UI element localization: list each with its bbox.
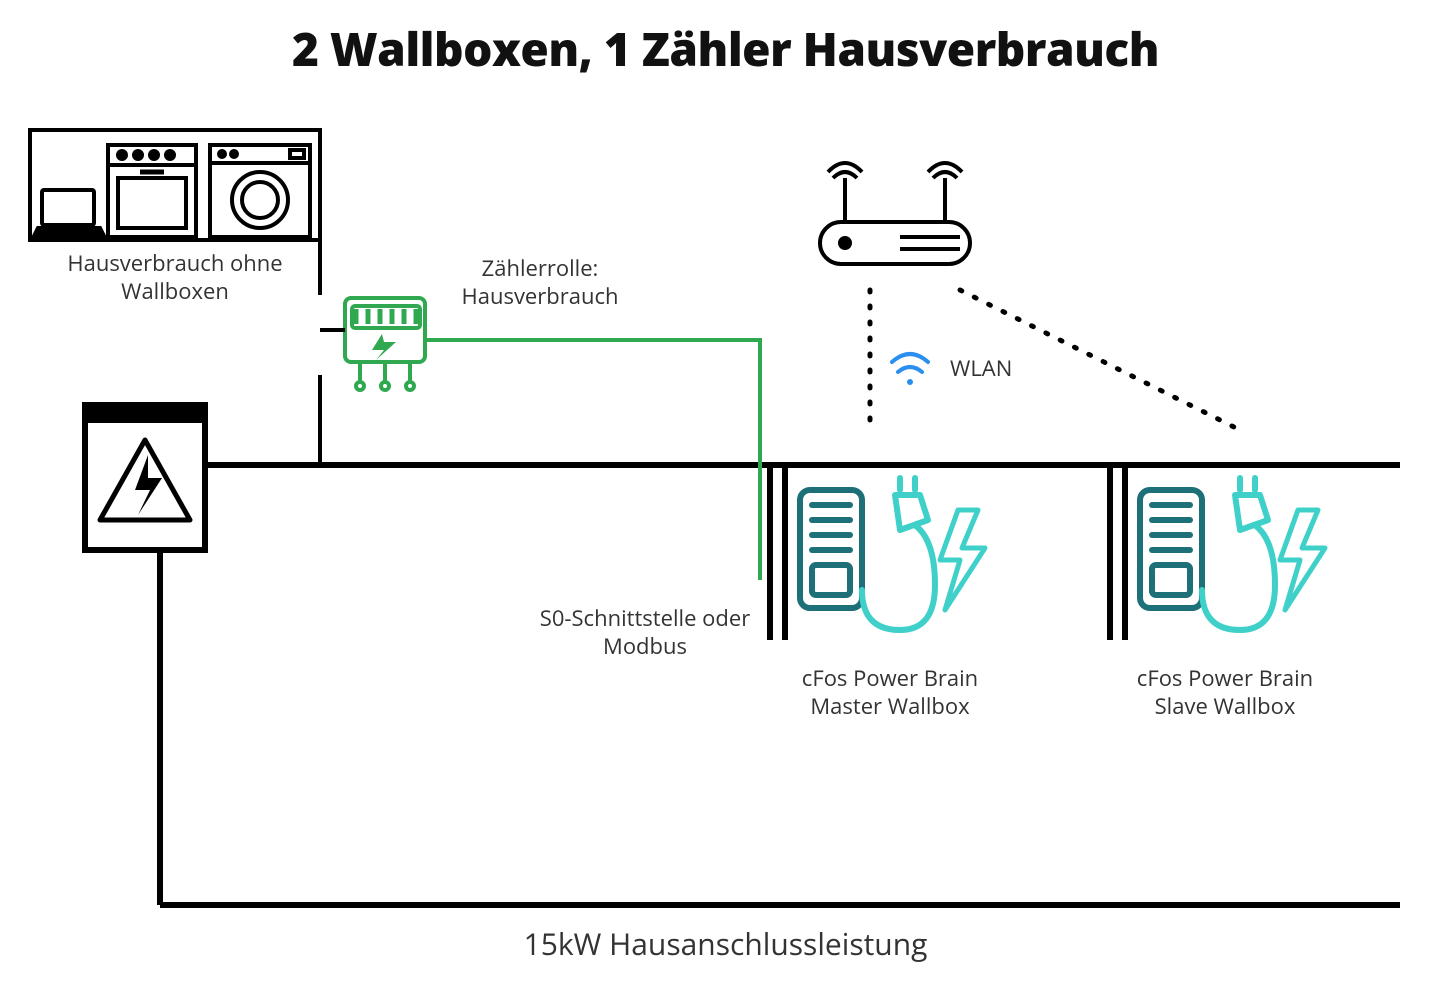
wallbox-slave-icon: [1140, 478, 1325, 630]
electrical-panel-icon: [85, 405, 205, 550]
diagram-canvas: [0, 0, 1451, 987]
meter-data-line: [425, 340, 760, 580]
wifi-icon: [892, 354, 928, 385]
appliances-icon: [30, 130, 320, 240]
wallbox-master-icon: [800, 478, 985, 630]
wlan-dotted-right: [960, 290, 1240, 430]
energy-meter-icon: [345, 298, 425, 390]
router-icon: [820, 163, 970, 264]
